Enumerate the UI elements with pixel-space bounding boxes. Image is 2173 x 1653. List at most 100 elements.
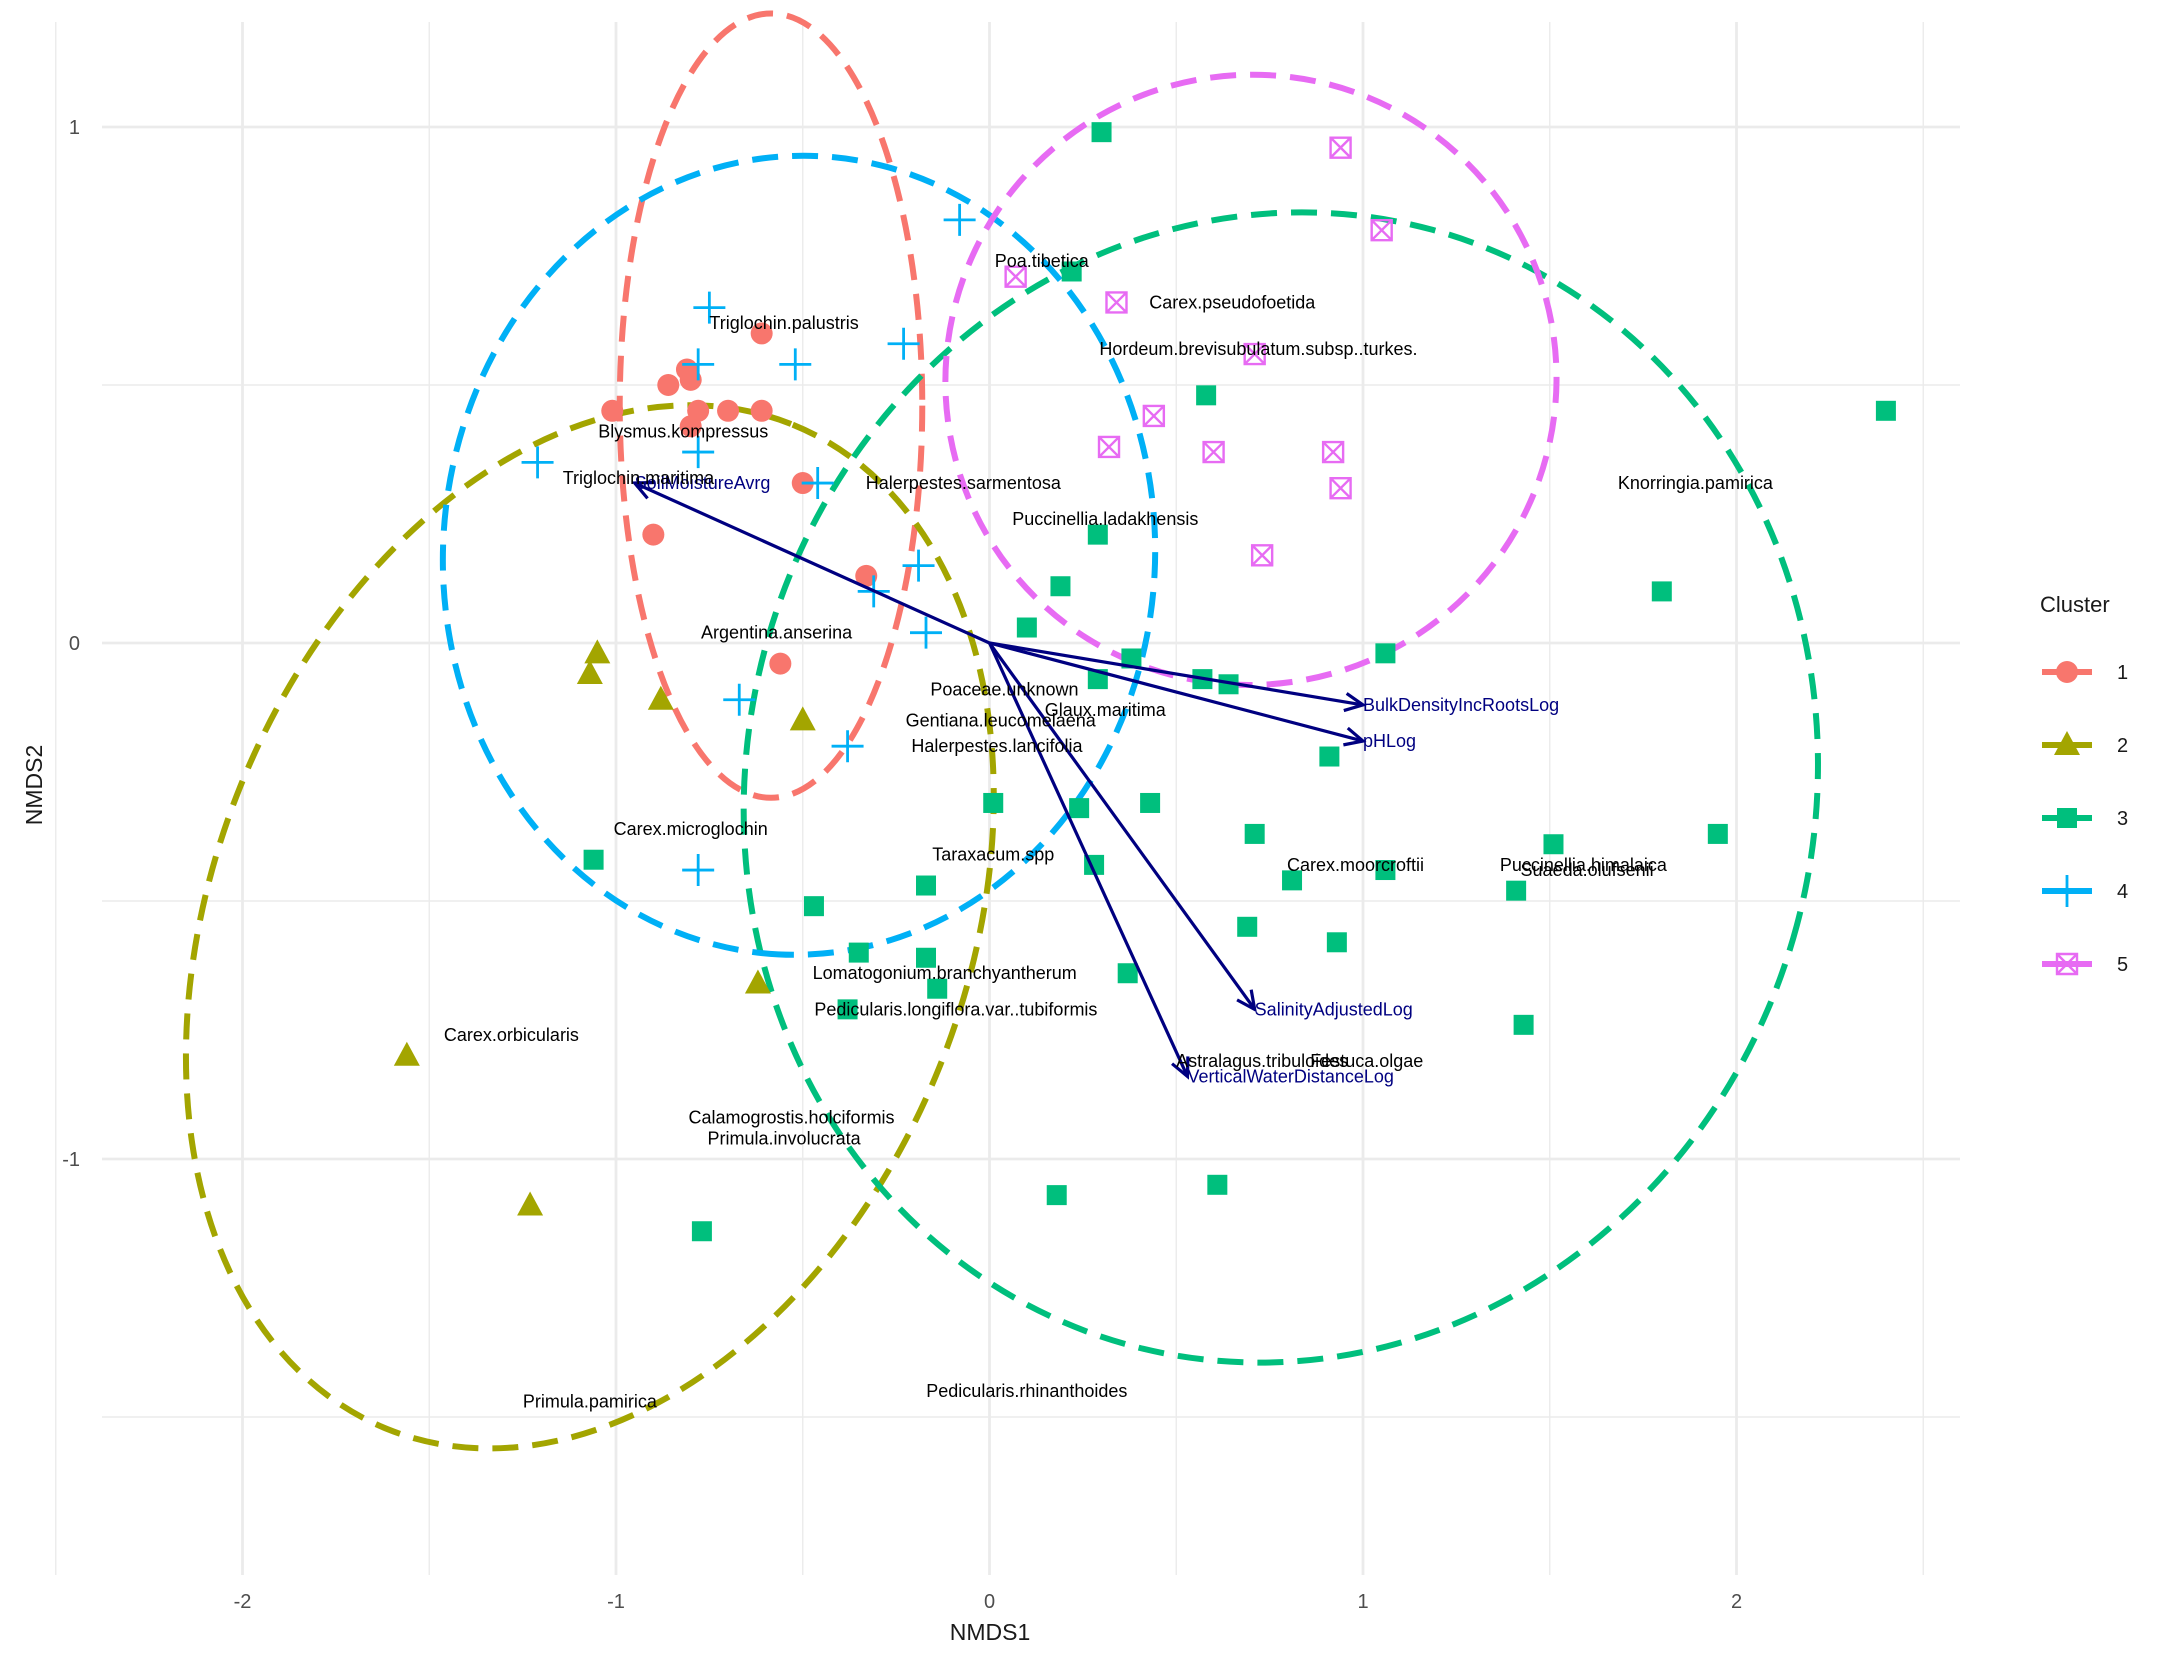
point-cluster-4	[779, 348, 812, 381]
point-cluster-3	[837, 999, 858, 1020]
species-label: Triglochin.palustris	[709, 313, 858, 333]
vector-arrow-head	[631, 480, 655, 500]
point-cluster-4	[682, 854, 715, 887]
point-cluster-3	[1282, 870, 1303, 891]
point-cluster-1	[642, 523, 665, 546]
point-cluster-4	[831, 730, 864, 763]
vector-arrow-shaft	[989, 641, 1364, 743]
species-label: Hordeum.brevisubulatum.subsp..turkes.	[1099, 339, 1417, 359]
vector-arrow-shaft	[989, 641, 1364, 707]
point-cluster-3	[1016, 617, 1037, 638]
point-cluster-5	[1329, 136, 1352, 159]
species-label: Poa.tibetica	[995, 251, 1090, 271]
ellipse-cluster-2	[182, 402, 997, 1452]
point-cluster-2	[517, 1191, 544, 1216]
point-cluster-3	[1069, 798, 1090, 819]
legend-label: 1	[2117, 662, 2128, 684]
point-cluster-5	[1105, 291, 1128, 314]
point-cluster-3	[1218, 674, 1239, 695]
legend-label: 2	[2117, 735, 2128, 757]
point-cluster-1	[717, 399, 740, 422]
point-cluster-4	[682, 348, 715, 381]
point-cluster-3	[983, 792, 1004, 813]
point-cluster-3	[1375, 860, 1396, 881]
point-cluster-3	[1091, 122, 1112, 143]
legend-key-marker	[2051, 875, 2083, 907]
axis-tick-labels: -2 -1 0 1 2 -1 0 1	[62, 117, 1742, 1613]
point-cluster-3	[1875, 400, 1896, 421]
y-tick-label: 0	[69, 633, 80, 655]
point-cluster-5	[1321, 440, 1345, 464]
x-tick-label: -1	[607, 1591, 625, 1613]
point-cluster-3	[583, 849, 604, 870]
vector-arrow-shaft	[988, 642, 1256, 1011]
point-cluster-1	[679, 368, 702, 391]
point-cluster-4	[521, 446, 554, 479]
species-label: Blysmus.kompressus	[598, 421, 768, 441]
point-cluster-3	[1087, 524, 1108, 545]
point-cluster-5	[1097, 435, 1121, 459]
point-cluster-5	[1004, 265, 1027, 288]
cluster-points	[393, 122, 1896, 1242]
species-label: Poaceae.unknown	[930, 679, 1078, 699]
point-cluster-4	[943, 203, 976, 236]
point-cluster-4	[910, 616, 943, 649]
y-tick-label: -1	[62, 1149, 80, 1171]
ellipse-cluster-4	[439, 152, 1159, 958]
point-cluster-3	[1244, 823, 1265, 844]
point-cluster-1	[601, 399, 624, 422]
vector-label: SalinityAdjustedLog	[1255, 999, 1413, 1019]
point-cluster-3	[927, 978, 948, 999]
cluster-ellipses	[182, 10, 1821, 1452]
point-cluster-4	[801, 467, 834, 500]
point-cluster-2	[576, 659, 603, 684]
point-cluster-3	[803, 896, 824, 917]
point-cluster-1	[657, 374, 680, 396]
point-cluster-3	[1117, 963, 1138, 984]
species-label: Taraxacum.spp	[932, 845, 1054, 865]
legend-key-marker	[2054, 731, 2080, 755]
legend-key-marker	[2055, 952, 2079, 976]
legend-key-marker	[2057, 808, 2077, 828]
point-cluster-3	[1121, 648, 1142, 669]
point-cluster-3	[1513, 1014, 1534, 1035]
vector-label: pHLog	[1363, 731, 1416, 751]
y-tick-label: 1	[69, 117, 80, 139]
point-cluster-3	[1046, 1185, 1067, 1206]
point-cluster-4	[902, 549, 935, 582]
ellipse-cluster-3	[740, 209, 1821, 1366]
species-label: Triglochin.maritima	[563, 468, 715, 488]
point-cluster-3	[1237, 916, 1258, 937]
point-cluster-3	[848, 942, 869, 963]
point-cluster-5	[1243, 342, 1266, 366]
point-cluster-3	[1061, 261, 1082, 282]
x-axis-title: NMDS1	[950, 1619, 1031, 1645]
point-cluster-2	[393, 1041, 420, 1066]
point-cluster-3	[1375, 643, 1396, 664]
point-cluster-4	[887, 327, 920, 360]
point-cluster-2	[647, 685, 674, 710]
y-axis-title: NMDS2	[21, 745, 47, 826]
species-label: Pedicularis.longiflora.var..tubiformis	[814, 999, 1097, 1019]
species-label: Calamogrostis.holciformis	[689, 1108, 895, 1128]
species-labels: Poa.tibetica Carex.pseudofoetida Triglochi…	[444, 251, 1774, 1411]
point-cluster-5	[1370, 219, 1393, 242]
vector-arrow-shaft	[634, 481, 991, 645]
point-cluster-4	[723, 683, 756, 716]
point-cluster-3	[1207, 1174, 1228, 1195]
species-label: Puccinellia.ladakhensis	[1012, 509, 1198, 529]
x-tick-label: 1	[1357, 1591, 1368, 1613]
point-cluster-3	[916, 875, 937, 896]
species-label: Carex.moorcroftii	[1287, 855, 1424, 875]
vector-arrow-head	[1171, 1056, 1190, 1080]
x-tick-label: 0	[984, 1591, 995, 1613]
species-label: Gentiana.leucomelaena	[906, 710, 1097, 730]
species-label: Carex.orbicularis	[444, 1025, 579, 1045]
major-gridlines	[102, 22, 1960, 1575]
legend: Cluster 1 2 3 4 5	[2040, 592, 2128, 976]
point-cluster-5	[1250, 544, 1274, 567]
point-cluster-3	[691, 1221, 712, 1242]
point-cluster-3	[1651, 581, 1672, 602]
point-cluster-3	[1050, 576, 1071, 597]
